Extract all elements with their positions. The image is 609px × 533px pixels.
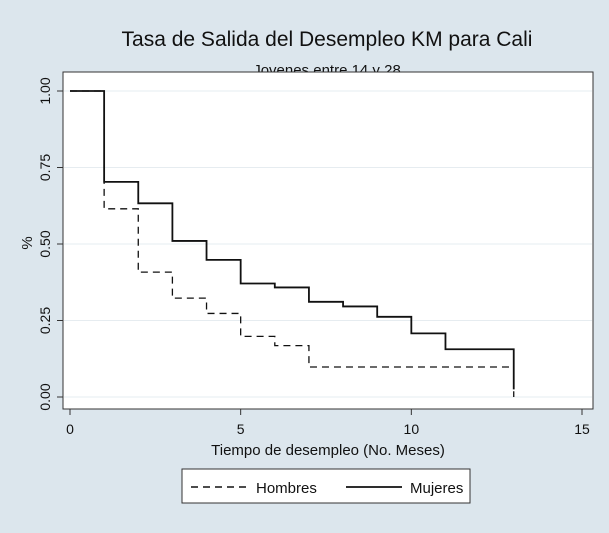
plot-area	[62, 71, 594, 410]
legend-box	[181, 468, 471, 504]
x-tick-label-3: 15	[574, 421, 590, 437]
series-line-hombres	[70, 90, 515, 397]
legend-label-hombres: Hombres	[256, 480, 317, 497]
x-tick-label-2: 10	[404, 421, 420, 437]
series-lines	[70, 90, 515, 397]
y-tick-label-4: 1.00	[37, 77, 53, 104]
x-axis-label: Tiempo de desempleo (No. Meses)	[211, 442, 445, 459]
y-tick-label-1: 0.25	[37, 307, 53, 334]
legend-label-mujeres: Mujeres	[410, 480, 463, 497]
series-line-mujeres	[70, 90, 515, 390]
legend: Hombres Mujeres	[181, 468, 471, 504]
y-tick-label-3: 0.75	[37, 154, 53, 181]
x-tick-label-1: 5	[237, 421, 245, 437]
y-axis-label: %	[19, 236, 36, 249]
x-tick-label-0: 0	[66, 421, 74, 437]
axes: 0.00 0.25 0.50 0.75 1.00 0 5 10 15	[37, 77, 590, 437]
y-tick-label-0: 0.00	[37, 383, 53, 410]
grid-lines	[64, 90, 592, 398]
y-tick-label-2: 0.50	[37, 230, 53, 257]
chart-title: Tasa de Salida del Desempleo KM para Cal…	[122, 28, 533, 51]
